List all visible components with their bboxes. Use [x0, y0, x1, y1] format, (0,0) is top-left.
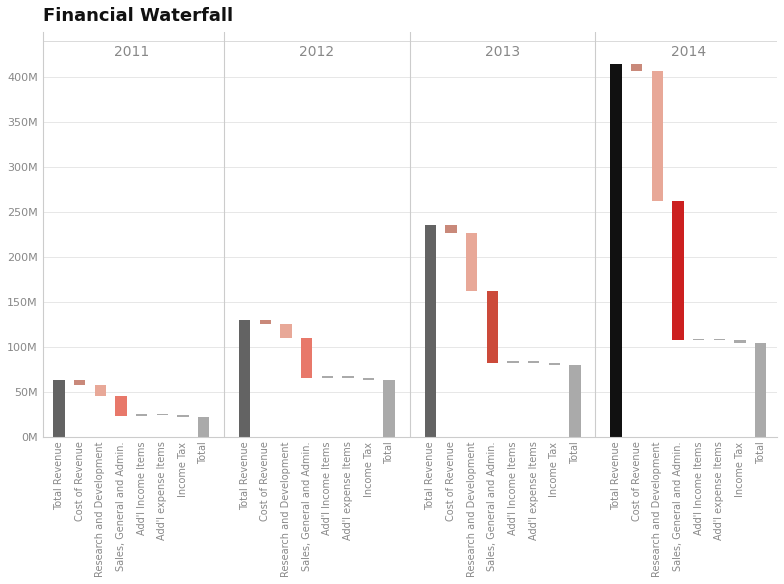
- Text: 2014: 2014: [671, 45, 706, 59]
- Text: 2012: 2012: [299, 45, 335, 59]
- Bar: [693, 339, 704, 340]
- Bar: [528, 361, 539, 363]
- Bar: [115, 396, 127, 416]
- Bar: [631, 64, 642, 71]
- Bar: [157, 414, 168, 415]
- Bar: [363, 378, 374, 380]
- Bar: [281, 324, 292, 338]
- Bar: [239, 320, 250, 437]
- Bar: [487, 291, 498, 363]
- Bar: [95, 384, 106, 396]
- Bar: [549, 363, 560, 365]
- Bar: [301, 338, 312, 378]
- Bar: [136, 414, 147, 416]
- Bar: [445, 225, 457, 232]
- Bar: [611, 64, 622, 437]
- Bar: [343, 377, 354, 378]
- Bar: [713, 339, 725, 340]
- Bar: [507, 361, 519, 363]
- Bar: [177, 415, 188, 417]
- Bar: [673, 201, 684, 340]
- Bar: [321, 377, 333, 378]
- Bar: [466, 232, 477, 291]
- Text: Financial Waterfall: Financial Waterfall: [42, 7, 233, 25]
- Bar: [735, 340, 746, 343]
- Bar: [569, 365, 580, 437]
- Bar: [383, 380, 395, 437]
- Text: 2013: 2013: [485, 45, 521, 59]
- Bar: [198, 417, 209, 437]
- Bar: [755, 343, 766, 437]
- Bar: [53, 380, 65, 437]
- Bar: [652, 71, 663, 201]
- Bar: [260, 320, 271, 324]
- Bar: [74, 380, 85, 384]
- Bar: [425, 225, 436, 437]
- Text: 2011: 2011: [114, 45, 149, 59]
